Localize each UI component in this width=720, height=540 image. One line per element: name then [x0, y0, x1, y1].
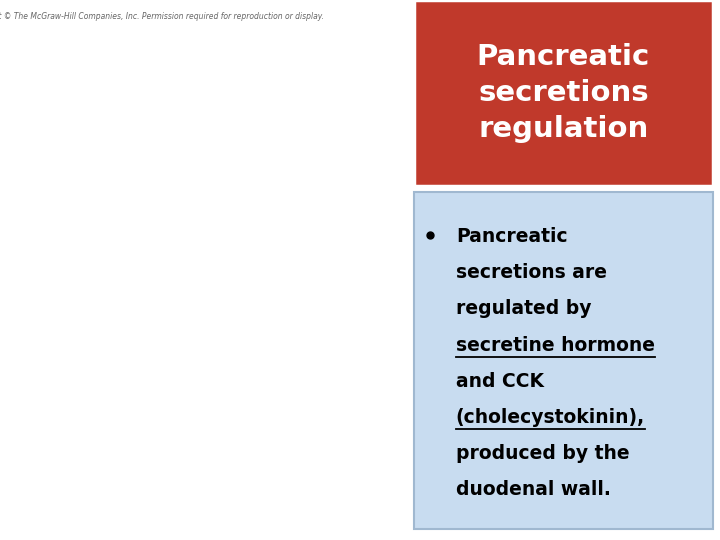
- Text: Pancreatic: Pancreatic: [456, 227, 567, 246]
- Text: duodenal wall.: duodenal wall.: [456, 480, 611, 499]
- Text: Pancreatic
secretions
regulation: Pancreatic secretions regulation: [477, 43, 650, 143]
- Text: produced by the: produced by the: [456, 444, 629, 463]
- FancyBboxPatch shape: [414, 0, 713, 186]
- Text: (cholecystokinin),: (cholecystokinin),: [456, 408, 645, 427]
- Text: and CCK: and CCK: [456, 372, 544, 391]
- FancyBboxPatch shape: [414, 192, 713, 529]
- Text: secretions are: secretions are: [456, 264, 607, 282]
- Text: regulated by: regulated by: [456, 300, 591, 319]
- Text: secretine hormone: secretine hormone: [456, 335, 654, 355]
- Text: Copyright © The McGraw-Hill Companies, Inc. Permission required for reproduction: Copyright © The McGraw-Hill Companies, I…: [0, 12, 324, 22]
